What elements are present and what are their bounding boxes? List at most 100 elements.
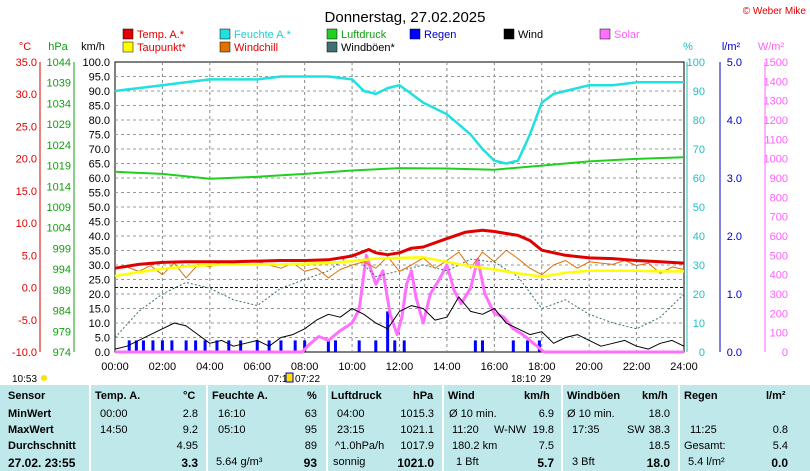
humidity-tick-label: 60 [693, 173, 705, 185]
wind-min: 6.9 [538, 408, 554, 420]
gust-max: 38.3 [648, 424, 670, 436]
wind-beaufort: 1 Bft [456, 456, 479, 468]
label-min: MinWert [8, 408, 52, 420]
header-pressure-unit: hPa [413, 390, 434, 402]
legend-swatch [326, 41, 338, 53]
press-min-time: 04:00 [337, 408, 365, 420]
humidity-tick-label: 70 [693, 144, 705, 156]
rain-bar [293, 340, 297, 352]
series-solar [115, 253, 684, 354]
wind-tick-label: 5.0 [95, 333, 110, 345]
wind-tick-label: 95.0 [89, 72, 110, 84]
rain-bar [386, 311, 390, 352]
rain-max: 0.8 [772, 424, 788, 436]
wind-tick-label: 75.0 [89, 130, 110, 142]
legend-swatch [503, 28, 515, 40]
press-min: 1015.3 [400, 408, 434, 420]
temp-min: 2.8 [182, 408, 198, 420]
temp-tick-label: -5.0 [18, 315, 37, 327]
header-pressure: Luftdruck [331, 390, 382, 402]
solar-tick-label: 0 [782, 347, 788, 359]
sunrise-label: 07:17 [268, 374, 293, 385]
solar-tick-label: 1100 [764, 134, 788, 146]
rain-tick-label: 2.0 [727, 231, 742, 243]
unit-humidity: % [683, 41, 693, 53]
press-current: 1021.0 [397, 456, 434, 470]
stats-table: Sensor Temp. A. °C Feuchte A. % Luftdruc… [0, 385, 810, 471]
pressure-tick-label: 974 [53, 347, 71, 359]
temp-min-time: 00:00 [100, 408, 128, 420]
rain-bar [160, 340, 164, 352]
chart-axes: 00:00 02:00 04:00 06:00 08:00 10:00 12:00 14:00… [12, 57, 788, 373]
rain-tick-label: 1.0 [727, 289, 742, 301]
table-row-header: Sensor Temp. A. °C Feuchte A. % Luftdruc… [0, 389, 810, 404]
rain-bar [151, 340, 155, 352]
legend-swatch [122, 28, 134, 40]
temp-tick-label: 15.0 [16, 186, 37, 198]
rain-tick-label: 0.0 [727, 347, 742, 359]
header-humidity: Feuchte A. [212, 390, 268, 402]
solar-tick-label: 400 [770, 270, 788, 282]
label-current: 27.02. 23:55 [8, 456, 76, 470]
wind-tick-label: 25.0 [89, 275, 110, 287]
sunrise-icon [285, 372, 294, 383]
wind-tick-label: 30.0 [89, 260, 110, 272]
pressure-tick-label: 984 [53, 306, 71, 318]
header-wind: Wind [448, 390, 475, 402]
legend-swatch [122, 41, 134, 53]
series-wind [114, 296, 685, 350]
wind-avg: 7.5 [538, 440, 554, 452]
x-tick-label: 22:00 [623, 361, 651, 373]
solar-tick-label: 600 [770, 231, 788, 243]
pressure-tick-label: 1044 [47, 57, 71, 69]
legend-label: Regen [424, 29, 456, 41]
humidity-tick-label: 10 [693, 318, 705, 330]
rain-bar [194, 340, 198, 352]
gust-beaufort: 3 Bft [572, 456, 595, 468]
rain-bar [215, 340, 219, 352]
gust-min: 18.0 [648, 408, 670, 420]
temp-tick-label: 5.0 [22, 250, 37, 262]
press-max-time: 23:15 [337, 424, 365, 436]
pressure-tick-label: 1039 [47, 78, 71, 90]
solar-tick-label: 1400 [764, 76, 788, 88]
unit-solar: W/m² [758, 41, 785, 53]
x-tick-label: 08:00 [291, 361, 319, 373]
legend-label: Luftdruck [341, 29, 387, 41]
wind-tick-label: 90.0 [89, 86, 110, 98]
humidity-tick-label: 40 [693, 231, 705, 243]
humidity-tick-label: 20 [693, 289, 705, 301]
gust-max-dir: SW [627, 424, 645, 436]
unit-wind: km/h [81, 41, 105, 53]
rain-bar [141, 340, 145, 352]
table-row-current: 27.02. 23:55 3.3 5.64 g/m³ 93 sonnig 102… [0, 455, 810, 470]
legend-swatch [219, 41, 231, 53]
header-wind-unit: km/h [524, 390, 550, 402]
header-gust-unit: km/h [642, 390, 668, 402]
rain-bar [303, 340, 307, 352]
temp-avg: 4.95 [176, 440, 198, 452]
press-trend: ^1.0hPa/h [335, 440, 385, 452]
solar-tick-label: 200 [770, 308, 788, 320]
pressure-tick-label: 979 [53, 326, 71, 338]
temp-max-time: 14:50 [100, 424, 128, 436]
temp-current: 3.3 [181, 456, 198, 470]
legend-label: Windchill [234, 42, 278, 54]
header-gust: Windböen [567, 390, 621, 402]
temp-tick-label: 25.0 [16, 121, 37, 133]
humidity-tick-label: 30 [693, 260, 705, 272]
temp-tick-label: 10.0 [16, 218, 37, 230]
unit-pressure: hPa [48, 41, 68, 53]
rain-bar [374, 340, 378, 352]
wind-tick-label: 100.0 [82, 57, 110, 69]
header-sensor: Sensor [8, 390, 46, 402]
series-temp-a [114, 228, 685, 270]
hum-current: 93 [303, 456, 317, 470]
rain-bar [184, 340, 188, 352]
rain-bar [134, 340, 138, 352]
temp-tick-label: -10.0 [12, 347, 37, 359]
x-tick-label: 16:00 [481, 361, 509, 373]
sunset-label: 18:10 [511, 374, 536, 385]
solar-tick-label: 900 [770, 173, 788, 185]
rain-bar [255, 340, 259, 352]
